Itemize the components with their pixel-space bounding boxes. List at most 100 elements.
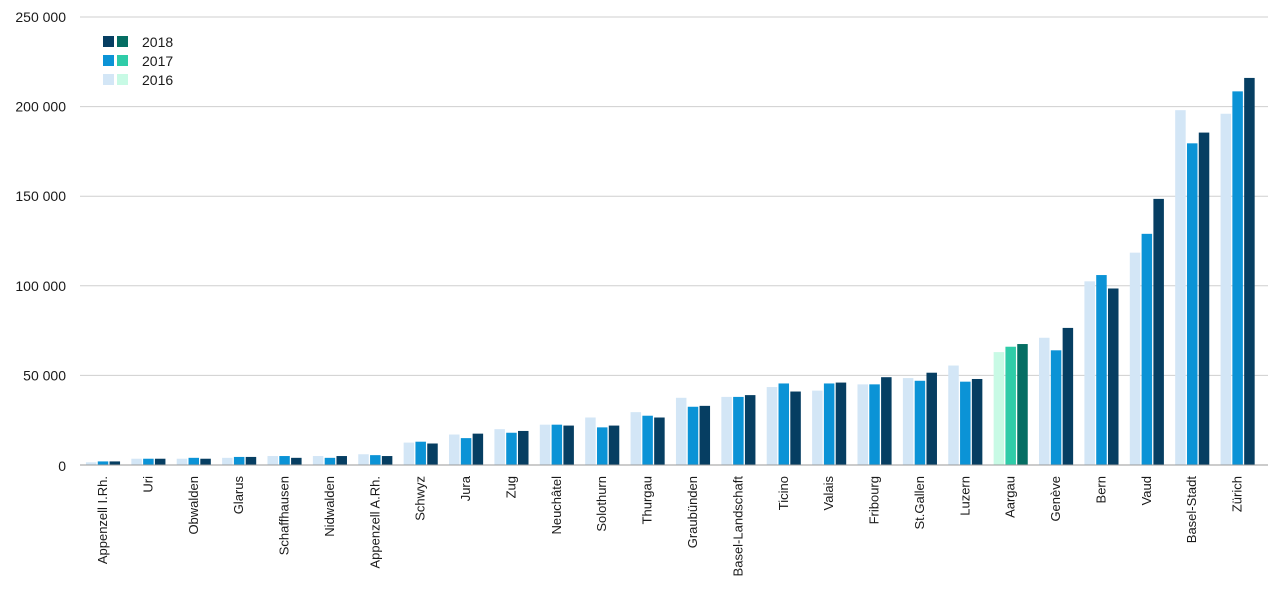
category-label: Neuchâtel — [549, 476, 564, 535]
bar-2016 — [176, 458, 188, 465]
category-label: Bern — [1093, 476, 1108, 503]
bar-2018 — [381, 456, 393, 465]
category-label: Jura — [458, 475, 473, 501]
bar-2018 — [881, 377, 892, 465]
bar-2016 — [948, 365, 959, 465]
bar-2016 — [403, 442, 415, 465]
y-tick-label: 250 000 — [15, 9, 66, 25]
bar-2017 — [1186, 143, 1198, 465]
bar-2017 — [778, 383, 790, 465]
bar-2017 — [733, 396, 744, 465]
category-label: Fribourg — [867, 476, 882, 524]
category-label: Vaud — [1139, 476, 1154, 505]
bar-2016 — [1084, 281, 1095, 465]
bar-2016 — [857, 384, 868, 465]
bar-2017 — [1096, 275, 1107, 465]
category-label: Luzern — [957, 476, 972, 516]
bar-2016 — [267, 456, 278, 465]
bar-2017 — [914, 380, 926, 465]
category-label: Uri — [140, 476, 155, 493]
bar-2016 — [312, 456, 324, 465]
bar-2017 — [1232, 91, 1243, 466]
bar-2017 — [1141, 233, 1153, 465]
category-label: Appenzell I.Rh. — [95, 476, 110, 564]
bar-2018 — [427, 443, 438, 465]
bar-2018 — [835, 382, 847, 465]
bar-2016 — [494, 429, 505, 465]
bar-2016 — [131, 458, 142, 465]
legend-swatch — [117, 74, 128, 85]
bar-2017 — [596, 427, 608, 465]
bar-2017 — [233, 456, 245, 465]
bar-2017 — [960, 381, 971, 465]
bar-2017 — [370, 455, 381, 465]
category-label: Basel-Landschaft — [730, 476, 745, 577]
bar-2016 — [675, 397, 687, 465]
bar-2016 — [1175, 110, 1186, 466]
bar-2016 — [222, 457, 233, 465]
bar-2018 — [926, 372, 937, 465]
bar-2017 — [506, 432, 517, 465]
legend-label: 2018 — [142, 34, 173, 50]
bar-2016 — [1220, 113, 1232, 465]
category-label: Solothurn — [594, 476, 609, 532]
y-tick-label: 0 — [58, 458, 66, 474]
category-label: Zürich — [1230, 476, 1245, 512]
bar-2016 — [902, 378, 914, 465]
bar-2016 — [1039, 337, 1050, 465]
bar-2016 — [539, 424, 551, 465]
bar-2018 — [563, 425, 574, 465]
bar-2017 — [143, 458, 154, 465]
legend-label: 2016 — [142, 72, 173, 88]
category-label: Genève — [1048, 476, 1063, 522]
bar-2017 — [415, 441, 426, 465]
category-label: St.Gallen — [912, 476, 927, 529]
bar-2016 — [449, 434, 460, 465]
bar-2018 — [336, 456, 347, 465]
bar-2016 — [993, 352, 1005, 465]
category-label: Nidwalden — [322, 476, 337, 537]
bar-2017 — [823, 383, 835, 465]
bar-2016 — [585, 417, 596, 465]
bar-2017 — [551, 424, 563, 465]
legend-swatch — [103, 55, 114, 66]
bar-2018 — [744, 395, 756, 465]
y-tick-label: 100 000 — [15, 278, 66, 294]
bar-2017 — [279, 456, 290, 465]
category-label: Appenzell A.Rh. — [367, 476, 382, 569]
bar-2018 — [699, 405, 711, 465]
bar-2016 — [1129, 252, 1141, 465]
bar-2018 — [790, 391, 801, 465]
bar-2018 — [1244, 77, 1255, 465]
bar-2018 — [291, 457, 302, 465]
bar-2017 — [97, 461, 109, 465]
bar-2017 — [324, 457, 336, 465]
category-label: Zug — [503, 476, 518, 498]
bar-2018 — [1108, 288, 1119, 465]
bar-2018 — [200, 458, 211, 465]
category-label: Ticino — [776, 476, 791, 510]
y-tick-label: 50 000 — [23, 367, 66, 383]
bar-2018 — [472, 433, 484, 465]
category-label: Obwalden — [186, 476, 201, 535]
bar-2016 — [630, 412, 642, 465]
bar-2018 — [1198, 132, 1210, 466]
legend-swatch — [103, 74, 114, 85]
bar-2017 — [1050, 350, 1062, 465]
bar-2017 — [687, 406, 699, 465]
bar-2017 — [869, 384, 880, 465]
category-label: Valais — [821, 476, 836, 511]
category-label: Thurgau — [640, 476, 655, 524]
bar-2017 — [188, 457, 200, 465]
bar-2018 — [1062, 327, 1074, 465]
bar-2018 — [245, 456, 257, 465]
bar-2018 — [608, 425, 620, 465]
bar-2016 — [85, 462, 97, 465]
bar-2016 — [812, 390, 823, 465]
bar-2016 — [766, 387, 778, 465]
bar-2018 — [1153, 198, 1164, 465]
bar-2017 — [460, 438, 472, 465]
category-label: Schwyz — [413, 476, 428, 521]
legend-label: 2017 — [142, 53, 173, 69]
